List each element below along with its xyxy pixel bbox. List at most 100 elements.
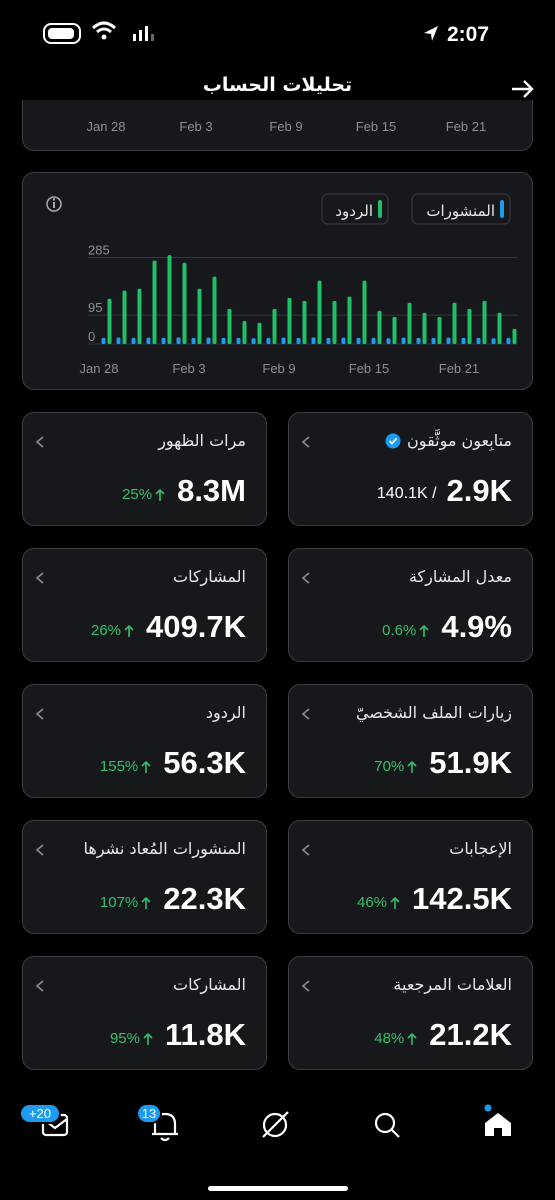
battery-level [48, 28, 74, 39]
card-title-text: الردود [205, 703, 246, 722]
card-title: المنشورات المُعاد نشرها [84, 839, 247, 858]
top-axis-label: Feb 3 [179, 119, 213, 134]
bar [497, 312, 502, 344]
chevron [301, 708, 310, 720]
bar [272, 308, 277, 344]
card-title-text: العلامات المرجعية [393, 975, 512, 994]
bar [491, 338, 496, 344]
metric-card[interactable]: المشاركات 409.7K 26% [22, 548, 267, 662]
bar [356, 337, 361, 344]
metric-card[interactable]: معدل المشاركة 4.9% 0.6% [288, 548, 533, 662]
metric-card[interactable]: متابِعون موثَّقون 2.9K 140.1K / [288, 412, 533, 526]
card-value: 11.8K [164, 1017, 246, 1052]
bar [257, 322, 262, 344]
grok-slash [262, 1111, 289, 1138]
card-value: 22.3K [163, 881, 246, 916]
y-tick-label: 285 [88, 243, 110, 258]
chevron [301, 844, 310, 856]
bar [227, 308, 232, 344]
y-tick-label: 0 [88, 329, 95, 344]
up-arrow [143, 1032, 153, 1045]
bar [347, 296, 352, 344]
x-tick-label: Feb 15 [349, 361, 389, 376]
bar [332, 300, 337, 344]
bar [377, 310, 382, 344]
bar [506, 337, 511, 344]
x-tick-label: Feb 3 [172, 361, 205, 376]
notifications-badge: 13 [142, 1106, 156, 1121]
card-value: 4.9% [441, 609, 512, 644]
change-value: 25% [122, 486, 153, 503]
x-tick-label: Feb 21 [439, 361, 479, 376]
metric-card[interactable]: مرات الظهور 8.3M 25% [22, 412, 267, 526]
y-tick-label: 95 [88, 300, 102, 315]
bar [476, 337, 481, 344]
card-change: 0.6% [382, 622, 429, 639]
card-change: 70% [374, 758, 417, 775]
wifi-dot [101, 34, 107, 40]
card-title-text: المشاركات [173, 975, 246, 994]
card-title: معدل المشاركة [409, 567, 512, 586]
bar [167, 255, 172, 344]
chevron [301, 572, 310, 584]
card-title: مرات الظهور [158, 431, 246, 450]
home-icon[interactable] [485, 1113, 511, 1136]
metric-card[interactable]: زيارات الملف الشخصيّ 51.9K 70% [288, 684, 533, 798]
card-title-text: متابِعون موثَّقون [407, 431, 512, 450]
card-change: 26% [91, 622, 134, 639]
card-title: الردود [206, 703, 246, 722]
card-change: 95% [110, 1030, 153, 1047]
card-value: 21.2K [429, 1017, 512, 1052]
back-button[interactable] [510, 78, 536, 100]
chevron [301, 980, 310, 992]
change-value: 26% [91, 622, 122, 639]
card-change: 48% [374, 1030, 417, 1047]
bar [446, 337, 451, 344]
time: 2:07 [447, 23, 489, 46]
bar [152, 260, 157, 344]
metric-card[interactable]: العلامات المرجعية 21.2K 48% [288, 956, 533, 1070]
info-icon-bar [53, 202, 55, 208]
bar [266, 337, 271, 344]
info-icon[interactable] [46, 196, 62, 212]
home-indicator [208, 1186, 348, 1191]
bar [392, 317, 397, 344]
grok-icon[interactable] [262, 1112, 288, 1138]
card-value: 51.9K [429, 745, 512, 780]
change-value: 48% [374, 1030, 405, 1047]
bottom-nav: +20 13 [19, 1103, 511, 1142]
card-title-text: المشاركات [173, 567, 246, 586]
legend-swatch [500, 200, 504, 218]
bar [182, 262, 187, 344]
legend-item [321, 193, 389, 225]
metric-card[interactable]: الردود 56.3K 155% [22, 684, 267, 798]
bar [386, 338, 391, 344]
metric-card[interactable]: المشاركات 11.8K 95% [22, 956, 267, 1070]
card-title: العلامات المرجعية [393, 975, 512, 994]
bar [281, 337, 286, 344]
info-icon-dot [52, 198, 56, 201]
bar [101, 337, 106, 344]
battery [43, 23, 81, 44]
top-axis-label: Feb 15 [355, 119, 397, 134]
bar [161, 337, 166, 344]
legend-swatch [378, 200, 382, 218]
bar [416, 337, 421, 344]
bar [431, 337, 436, 344]
card-title: المشاركات [173, 975, 246, 994]
search-icon[interactable] [374, 1112, 396, 1134]
bar [116, 337, 121, 344]
chevron [35, 436, 44, 448]
card-title-text: زيارات الملف الشخصيّ [355, 703, 512, 722]
verified-badge [385, 433, 401, 448]
card-change: 25% [122, 486, 165, 503]
change-value: 0.6% [382, 622, 417, 639]
legend-label: الردود [335, 202, 373, 220]
bar [287, 297, 292, 344]
chart-card [22, 172, 533, 390]
card-title: المشاركات [173, 567, 246, 586]
bar [302, 300, 307, 344]
card-title: الإعجابات [449, 839, 512, 858]
metric-card[interactable]: الإعجابات 142.5K 46% [288, 820, 533, 934]
metric-card[interactable]: المنشورات المُعاد نشرها 22.3K 107% [22, 820, 267, 934]
